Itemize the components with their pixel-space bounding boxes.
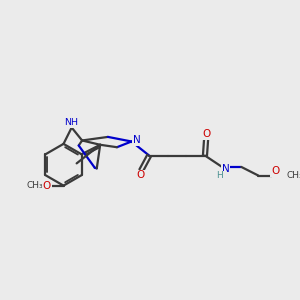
Text: N: N bbox=[133, 135, 140, 146]
Text: O: O bbox=[271, 166, 279, 176]
Text: O: O bbox=[202, 129, 211, 139]
Text: NH: NH bbox=[64, 118, 78, 127]
Text: N: N bbox=[221, 164, 229, 174]
Text: CH₃: CH₃ bbox=[26, 181, 43, 190]
Text: O: O bbox=[137, 170, 145, 180]
Text: O: O bbox=[43, 181, 51, 190]
Text: H: H bbox=[216, 171, 223, 180]
Text: CH₃: CH₃ bbox=[287, 171, 300, 180]
